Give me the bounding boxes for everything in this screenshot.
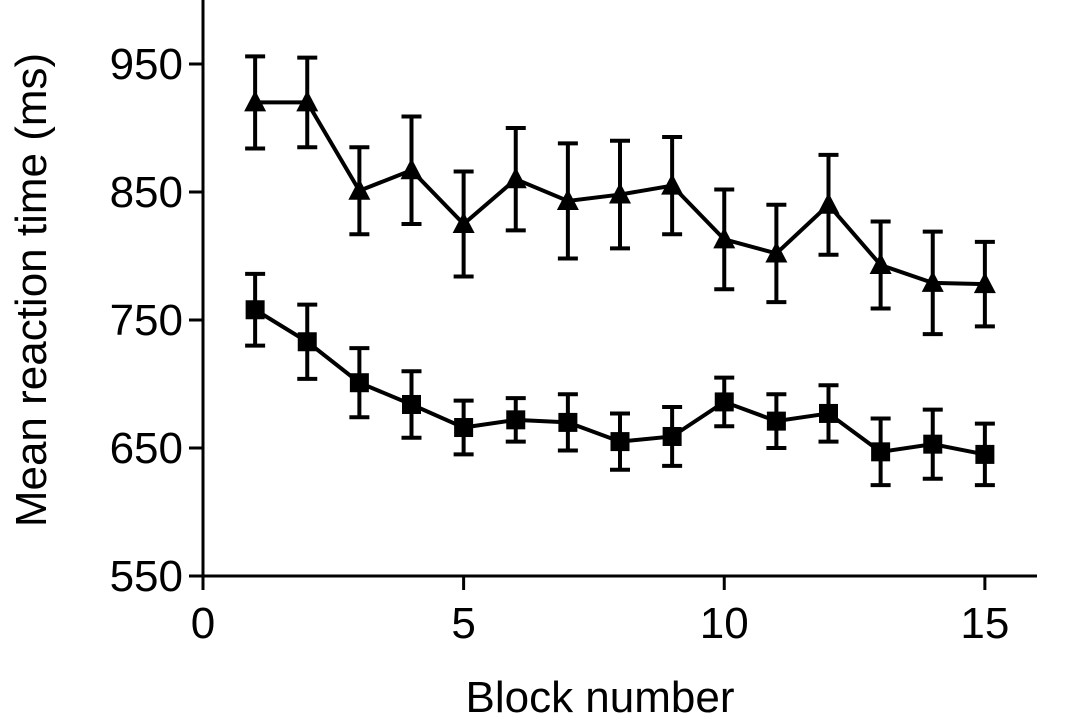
- data-point-triangle: [504, 167, 527, 189]
- data-point-triangle: [713, 227, 736, 249]
- data-point-triangle: [661, 173, 684, 195]
- data-point-square: [662, 426, 682, 446]
- data-point-square: [871, 442, 891, 462]
- data-point-triangle: [921, 270, 944, 292]
- data-point-square: [610, 432, 630, 452]
- data-point-square: [558, 412, 578, 432]
- data-point-triangle: [765, 241, 788, 263]
- data-point-square: [245, 300, 265, 320]
- x-tick-label: 10: [700, 599, 749, 648]
- y-tick-label: 750: [110, 296, 183, 345]
- data-point-square: [766, 411, 786, 431]
- x-tick-label: 15: [960, 599, 1009, 648]
- y-tick-label: 550: [110, 552, 183, 601]
- data-point-triangle: [348, 178, 371, 200]
- data-point-square: [402, 394, 421, 414]
- data-point-square: [975, 444, 995, 464]
- y-tick-label: 650: [110, 424, 183, 473]
- data-point-triangle: [296, 90, 319, 112]
- data-point-square: [454, 418, 474, 438]
- data-point-triangle: [556, 188, 579, 210]
- data-point-triangle: [609, 182, 631, 204]
- data-point-triangle: [400, 158, 423, 180]
- y-axis-title: Mean reaction time (ms): [7, 53, 56, 527]
- data-point-triangle: [452, 212, 475, 233]
- data-point-triangle: [869, 252, 892, 274]
- y-tick-label: 950: [110, 40, 183, 89]
- data-point-square: [714, 392, 734, 412]
- data-point-triangle: [973, 272, 996, 294]
- data-point-square: [349, 373, 369, 393]
- data-point-square: [923, 434, 943, 454]
- series-square: [245, 271, 995, 488]
- x-axis-title: Block number: [465, 673, 734, 722]
- axes: 550 650 750 850 950 0 5 10 15: [110, 0, 1037, 648]
- data-point-triangle: [817, 192, 840, 214]
- x-tick-label: 0: [191, 599, 215, 648]
- x-tick-label: 5: [451, 599, 475, 648]
- series-layer: [244, 54, 996, 488]
- data-point-square: [506, 410, 526, 430]
- data-point-square: [819, 403, 838, 423]
- y-tick-label: 850: [110, 168, 183, 217]
- series-triangle: [244, 54, 996, 337]
- data-point-triangle: [244, 90, 267, 112]
- data-point-square: [297, 332, 317, 352]
